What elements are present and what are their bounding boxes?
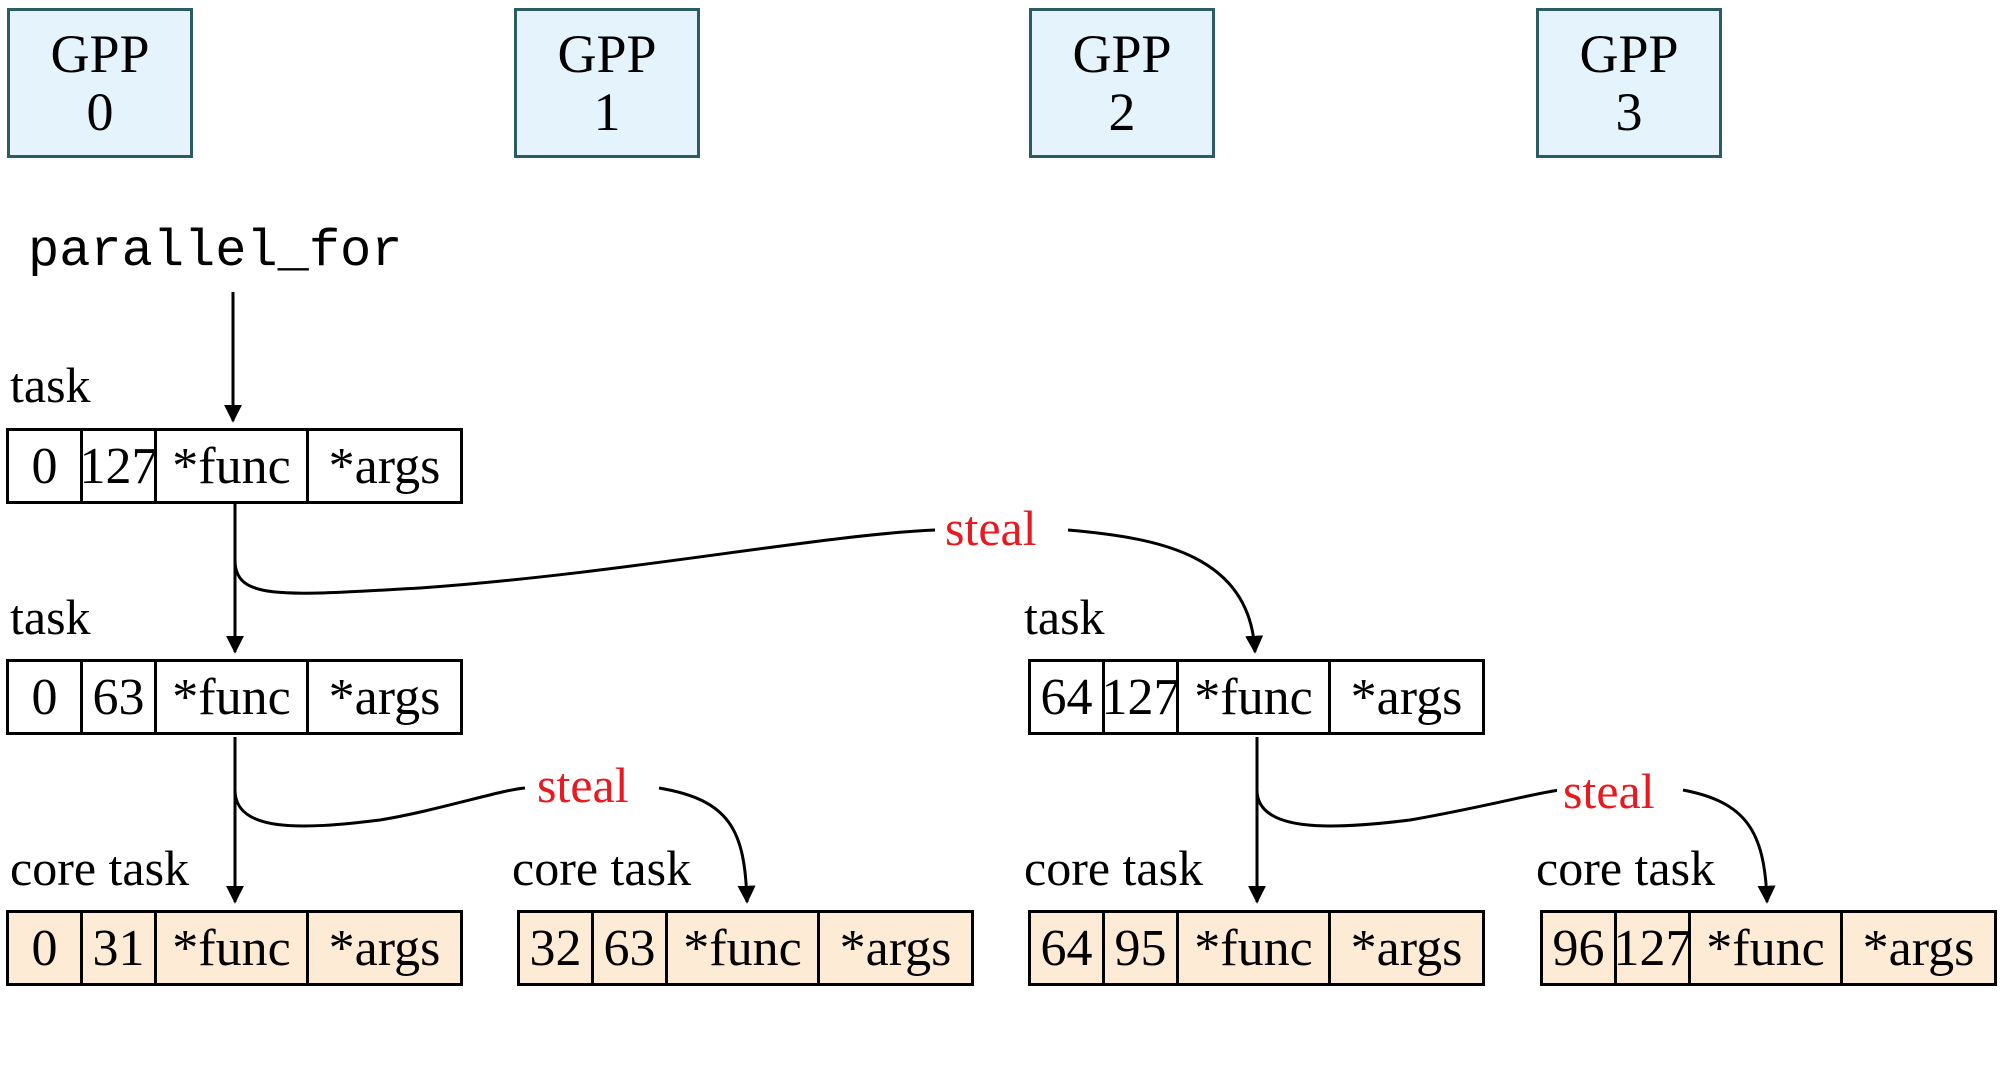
task-args: *args [1350, 919, 1463, 977]
gpp-1-box: GPP 1 [514, 8, 700, 158]
arrow-root-steal-right [233, 528, 936, 595]
gpp-1-id: 1 [593, 82, 621, 142]
task-func: *func [1179, 662, 1331, 732]
task-hi: 63 [594, 913, 668, 983]
steal-label-top: steal [939, 500, 1043, 556]
core-task-2: 64 95 *func *args [1028, 910, 1485, 986]
gpp-0-title: GPP [50, 24, 150, 84]
arrow-root-steal-right-tail [1067, 528, 1264, 654]
gpp-1-title: GPP [557, 24, 657, 84]
task-lo: 64 [1031, 913, 1105, 983]
task-args: *args [1862, 919, 1975, 977]
gpp-3-box: GPP 3 [1536, 8, 1722, 158]
core-task-1: 32 63 *func *args [517, 910, 974, 986]
arrow-left-steal-core1 [233, 786, 526, 828]
task-lo: 0 [9, 662, 83, 732]
task-func: *func [157, 662, 309, 732]
task-lo: 64 [1031, 662, 1105, 732]
steal-label-left: steal [531, 757, 635, 813]
gpp-0-box: GPP 0 [7, 8, 193, 158]
task-args: *args [328, 437, 441, 495]
gpp-2-id: 2 [1108, 82, 1136, 142]
core-task-0-label: core task [10, 840, 190, 896]
arrow-right-steal-core3 [1255, 788, 1561, 828]
gpp-2-box: GPP 2 [1029, 8, 1215, 158]
task-hi: 127 [80, 431, 158, 501]
parallel-for-label: parallel_for [28, 222, 403, 281]
steal-label-right: steal [1557, 763, 1661, 819]
task-hi: 31 [83, 913, 157, 983]
root-task: 0 127 *func *args [6, 428, 463, 504]
core-task-3-label: core task [1536, 840, 1716, 896]
task-args: *args [328, 919, 441, 977]
task-func: *func [1691, 913, 1843, 983]
right-task: 64 127 *func *args [1028, 659, 1485, 735]
task-args: *args [839, 919, 952, 977]
right-task-label: task [1024, 589, 1105, 645]
core-task-3: 96 127 *func *args [1540, 910, 1997, 986]
gpp-3-id: 3 [1615, 82, 1643, 142]
task-hi: 63 [83, 662, 157, 732]
task-func: *func [668, 913, 820, 983]
left-task: 0 63 *func *args [6, 659, 463, 735]
task-hi: 95 [1105, 913, 1179, 983]
task-lo: 0 [9, 913, 83, 983]
task-args: *args [328, 668, 441, 726]
gpp-0-id: 0 [86, 82, 114, 142]
gpp-3-title: GPP [1579, 24, 1679, 84]
task-func: *func [1179, 913, 1331, 983]
task-func: *func [157, 431, 309, 501]
task-lo: 0 [9, 431, 83, 501]
core-task-1-label: core task [512, 840, 692, 896]
core-task-0: 0 31 *func *args [6, 910, 463, 986]
task-lo: 32 [520, 913, 594, 983]
gpp-2-title: GPP [1072, 24, 1172, 84]
task-hi: 127 [1102, 662, 1180, 732]
arrow-left-steal-core1-tail [658, 786, 756, 904]
left-task-label: task [10, 589, 91, 645]
arrow-right-steal-core3-tail [1682, 788, 1776, 904]
core-task-2-label: core task [1024, 840, 1204, 896]
task-hi: 127 [1614, 913, 1692, 983]
task-func: *func [157, 913, 309, 983]
task-args: *args [1350, 668, 1463, 726]
root-task-label: task [10, 357, 91, 413]
task-lo: 96 [1543, 913, 1617, 983]
